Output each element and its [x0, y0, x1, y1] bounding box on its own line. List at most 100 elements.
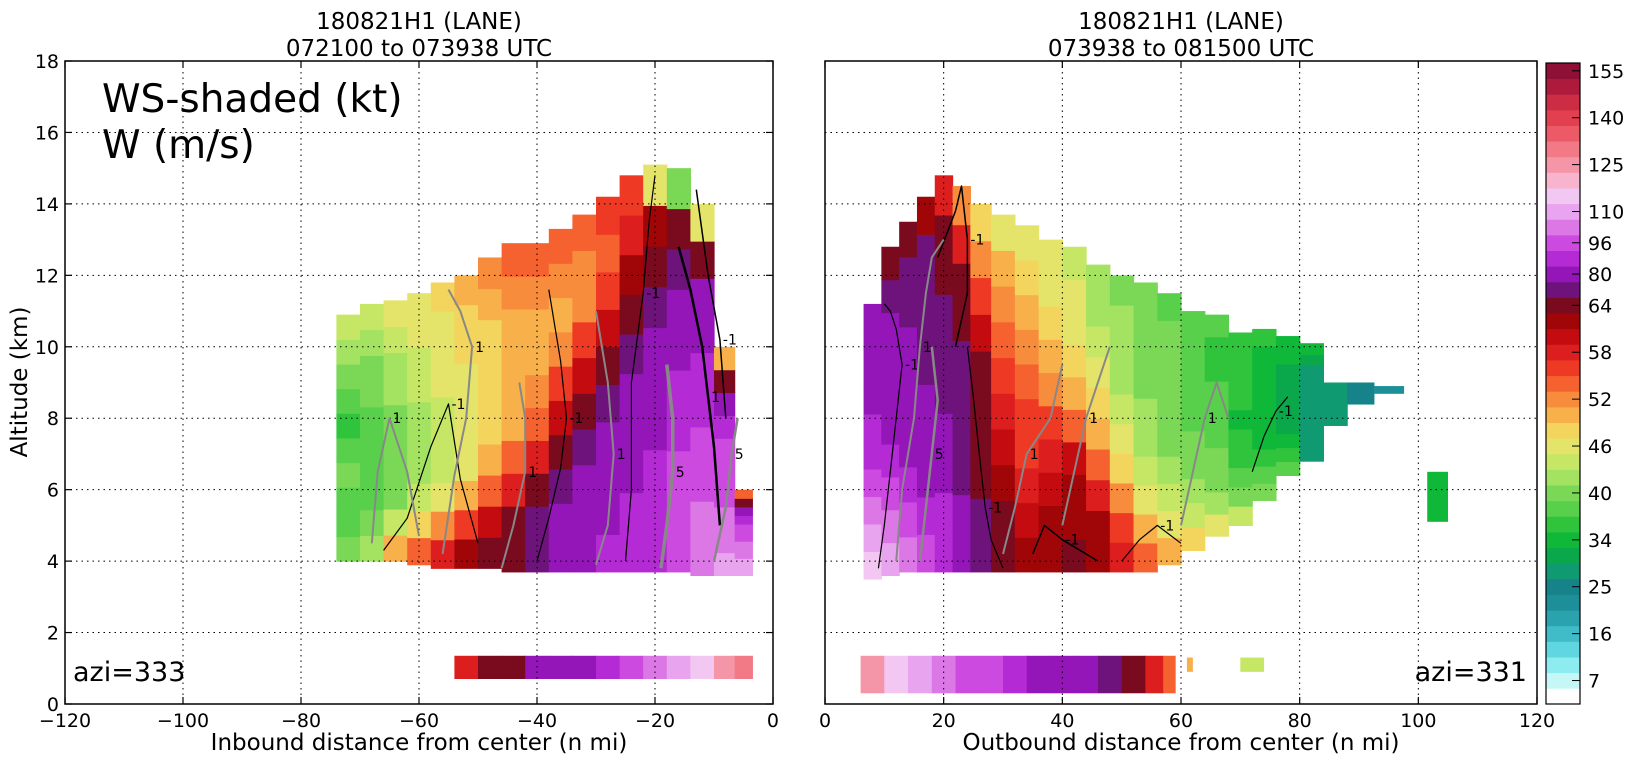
colorbar-swatch	[1546, 688, 1580, 705]
ws-shading-cell	[430, 453, 455, 484]
inbound-x-axis-label: Inbound distance from center (n mi)	[211, 730, 628, 756]
ws-shading-cell	[666, 289, 691, 331]
outbound-plot-area	[860, 175, 1448, 694]
colorbar-swatch	[1546, 500, 1580, 517]
ws-shading-cell	[478, 537, 503, 569]
ws-shading-cell	[1157, 374, 1182, 403]
x-tick-label: 80	[1288, 710, 1312, 732]
ws-shading-cell	[1062, 246, 1087, 280]
ws-shading-cell	[1275, 433, 1301, 449]
ws-shading-cell	[383, 482, 408, 510]
ws-shading-cell	[1014, 502, 1040, 538]
ws-shading-cell	[1228, 371, 1253, 391]
ws-shading-cell	[1181, 311, 1206, 336]
ws-shading-cell	[1086, 510, 1111, 542]
ws-shading-cell	[916, 346, 936, 385]
ws-shading-cell	[934, 333, 954, 375]
ws-shading-cell	[934, 254, 954, 295]
colorbar-swatch	[1546, 672, 1580, 689]
x-tick-label: −80	[281, 710, 321, 732]
ws-shading-cell	[619, 175, 644, 216]
y-tick-label: 4	[47, 551, 59, 573]
colorbar-swatch	[1546, 94, 1580, 111]
ws-shading-cell	[991, 321, 1016, 359]
w-contour	[895, 239, 945, 562]
ws-shading-cell	[881, 542, 900, 576]
ws-shading-cell	[478, 350, 503, 383]
ws-shading-low-level	[596, 655, 621, 679]
ws-shading-cell	[1275, 447, 1301, 463]
colorbar-tick-label: 155	[1588, 61, 1624, 83]
ws-shading-cell	[1038, 339, 1063, 374]
ws-shading-cell	[1109, 512, 1135, 543]
colorbar-swatch	[1546, 469, 1580, 486]
ws-shading-cell	[430, 425, 455, 455]
ws-shading-cell	[881, 246, 900, 281]
ws-shading-cell	[863, 468, 882, 498]
ws-shading-cell	[1133, 513, 1158, 544]
ws-shading-cell	[454, 363, 479, 394]
ws-shading-cell	[952, 456, 971, 496]
ws-shading-low-level	[1074, 655, 1099, 694]
ws-shading-cell	[970, 240, 992, 279]
contour-label: -1	[1279, 404, 1293, 420]
ws-shading-cell	[1181, 406, 1206, 432]
colorbar-tick-label: 52	[1588, 389, 1612, 411]
ws-shading-cell	[1038, 505, 1063, 540]
ws-shading-cell	[548, 263, 573, 299]
ws-shading-cell	[548, 537, 573, 573]
colorbar-swatch	[1546, 63, 1580, 80]
ws-shading-cell	[991, 286, 1016, 323]
contour-label: 1	[1089, 411, 1098, 427]
ws-shading-cell	[1014, 363, 1040, 400]
w-contour	[383, 403, 479, 551]
ws-shading-low-level	[619, 655, 644, 679]
ws-shading-low-level	[501, 655, 526, 679]
ws-shading-cell	[690, 241, 715, 279]
ws-shading-cell	[1181, 478, 1206, 504]
ws-shading-cell	[916, 384, 936, 423]
x-tick-label: 100	[1400, 710, 1436, 732]
ws-shading-cell	[1109, 482, 1135, 514]
y-ticks: 0 2 4 6 8 10 12 14 16 18	[35, 51, 773, 716]
ws-shading-low-level	[884, 655, 909, 694]
ws-shading-cell	[1086, 448, 1111, 481]
ws-shading-cell	[1252, 483, 1277, 501]
ws-shading-low-level	[908, 655, 933, 694]
ws-shading-cell	[1109, 542, 1135, 573]
ws-shading-cell	[478, 319, 503, 352]
x-tick-label: 60	[1169, 710, 1193, 732]
ws-shading-cell	[714, 438, 736, 462]
y-tick-label: 2	[47, 623, 59, 645]
legend-annotation-w: W (m/s)	[102, 123, 255, 168]
ws-shading-cell	[501, 243, 526, 277]
ws-shading-cell	[572, 357, 597, 394]
ws-shading-cell	[1252, 346, 1277, 364]
ws-shading-cell	[1038, 306, 1063, 340]
colorbar-tick-label: 34	[1588, 530, 1612, 552]
ws-shading-cell	[666, 208, 691, 250]
ws-shading-cell	[360, 355, 385, 382]
w-contour	[1121, 524, 1182, 562]
contour-label: -1	[905, 358, 919, 374]
ws-shading-cell	[690, 426, 715, 465]
ws-shading-cell	[1275, 419, 1301, 435]
colorbar-tick-label: 16	[1588, 624, 1612, 646]
contour-label: 1	[1208, 411, 1217, 427]
ws-shading-cell	[1204, 358, 1230, 382]
ws-shading-cell	[1181, 334, 1206, 360]
ws-shading-cell	[1014, 467, 1040, 504]
ws-shading-cell	[525, 538, 550, 573]
ws-shading-cell	[336, 462, 361, 488]
ws-shading-low-level	[1050, 655, 1075, 694]
ws-shading-cell	[383, 352, 408, 380]
outbound-x-axis-label: Outbound distance from center (n mi)	[963, 730, 1400, 756]
colorbar-swatch	[1546, 313, 1580, 330]
ws-shading-cell	[1228, 428, 1253, 449]
ws-shading-cell	[501, 276, 526, 310]
ws-shading-cell	[734, 506, 753, 516]
ws-shading-cell	[478, 506, 503, 538]
ws-shading-isolated-cell	[1427, 471, 1448, 522]
ws-shading-cell	[734, 549, 753, 559]
